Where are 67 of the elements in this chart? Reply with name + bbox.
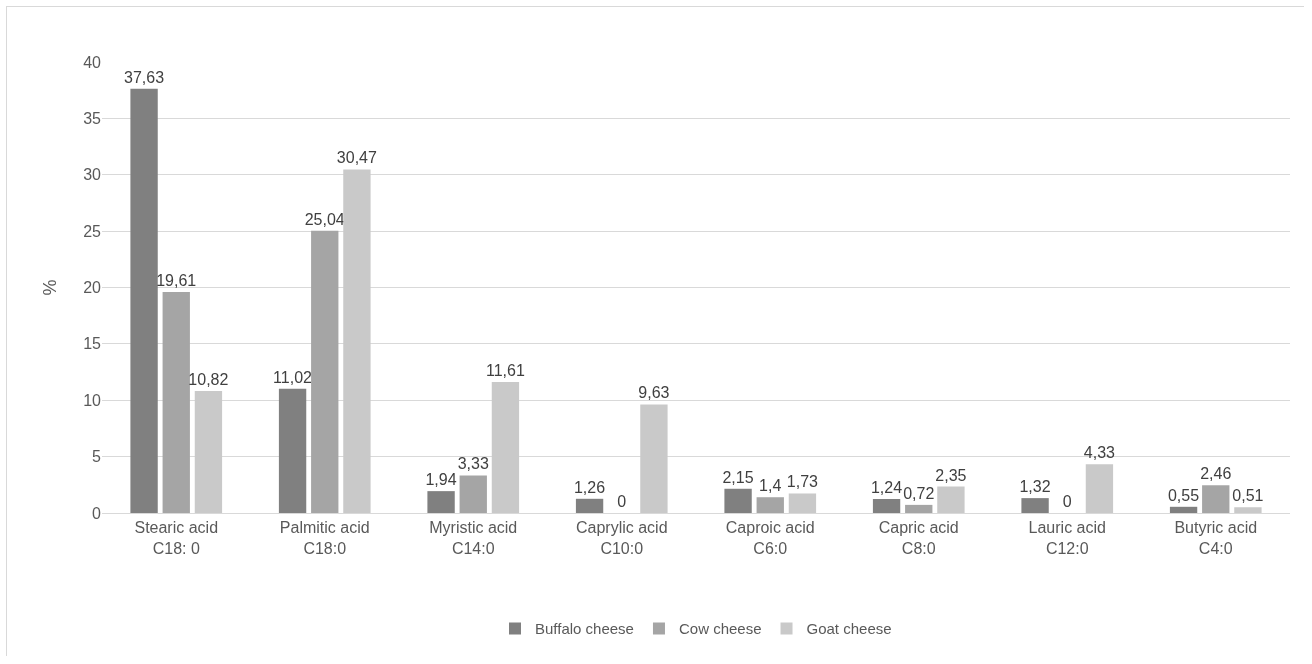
legend-label: Buffalo cheese xyxy=(535,620,634,638)
x-tick-label: Capric acid C8:0 xyxy=(878,519,959,557)
data-label: 30,47 xyxy=(336,149,377,167)
data-label: 3,33 xyxy=(457,455,489,473)
bar xyxy=(756,497,784,513)
y-tick-label: 5 xyxy=(92,448,102,466)
data-label: 1,73 xyxy=(786,473,819,491)
bar xyxy=(640,404,668,513)
data-label: 10,82 xyxy=(188,371,229,388)
bar xyxy=(724,488,752,513)
data-label: 0,55 xyxy=(1167,486,1200,504)
y-tick-label: 35 xyxy=(83,109,102,127)
x-tick-label: Myristic acid C14:0 xyxy=(429,519,518,557)
bar xyxy=(427,491,455,513)
bar xyxy=(905,504,933,513)
data-label: 25,04 xyxy=(304,210,345,228)
data-label: 0 xyxy=(1062,493,1072,510)
bar xyxy=(162,291,190,513)
bar xyxy=(575,498,604,513)
bar xyxy=(311,230,339,513)
y-tick-label: 0 xyxy=(92,504,102,522)
bar xyxy=(491,382,520,513)
bar xyxy=(278,388,307,513)
data-label: 19,61 xyxy=(156,271,197,289)
x-tick-label: Caprylic acid C10:0 xyxy=(575,519,668,557)
data-label: 11,02 xyxy=(273,368,313,386)
bar xyxy=(1085,464,1114,513)
bar xyxy=(1234,507,1262,513)
bar xyxy=(1021,498,1049,513)
bar xyxy=(459,475,487,513)
data-label: 37,63 xyxy=(124,68,165,86)
x-tick-label: Palmitic acid C18:0 xyxy=(279,519,370,557)
data-label: 0 xyxy=(617,493,627,510)
y-tick-label: 20 xyxy=(83,279,102,297)
y-tick-label: 30 xyxy=(83,166,102,184)
bar xyxy=(788,493,817,513)
data-label: 1,4 xyxy=(759,477,782,495)
data-label: 11,61 xyxy=(485,362,525,380)
y-tick-label: 15 xyxy=(83,335,102,353)
y-tick-label: 25 xyxy=(83,222,102,240)
y-tick-label: 40 xyxy=(83,53,102,71)
bar xyxy=(872,499,901,513)
x-tick-label: Lauric acid C12:0 xyxy=(1028,519,1106,557)
bar xyxy=(194,391,223,513)
data-label: 4,33 xyxy=(1083,444,1116,462)
bar xyxy=(1169,506,1198,513)
data-label: 2,15 xyxy=(722,468,754,486)
x-tick-label: Stearic acid C18: 0 xyxy=(134,519,219,557)
legend-label: Goat cheese xyxy=(806,620,892,638)
bar xyxy=(343,169,371,513)
data-label: 2,35 xyxy=(935,466,967,484)
data-label: 0,51 xyxy=(1232,487,1264,505)
data-label: 1,26 xyxy=(573,478,606,496)
data-label: 2,46 xyxy=(1200,465,1232,483)
y-axis-title: % xyxy=(40,279,60,296)
y-tick-label: 10 xyxy=(83,391,102,409)
data-label: 9,63 xyxy=(638,384,670,402)
data-label: 1,32 xyxy=(1019,478,1051,496)
x-tick-label: Caproic acid C6:0 xyxy=(725,519,815,557)
bar xyxy=(1202,485,1230,513)
legend-label: Cow cheese xyxy=(678,620,762,638)
bar xyxy=(130,88,158,513)
data-label: 1,94 xyxy=(425,471,457,489)
bar xyxy=(937,486,965,513)
data-label: 1,24 xyxy=(870,479,903,497)
x-tick-label: Butyric acid C4:0 xyxy=(1174,519,1258,557)
data-label: 0,72 xyxy=(903,484,935,502)
